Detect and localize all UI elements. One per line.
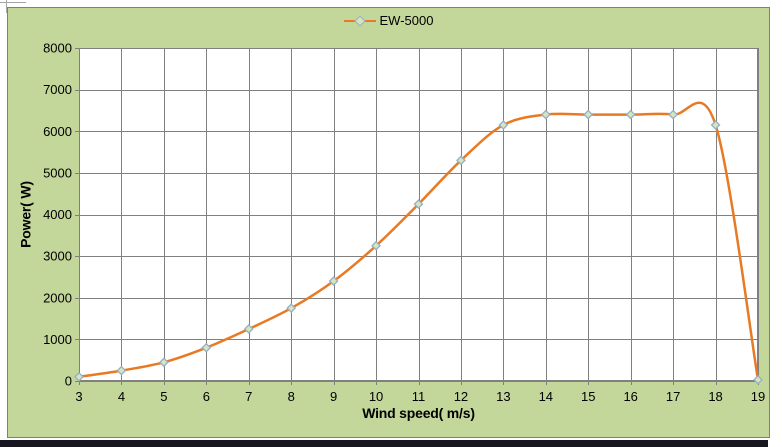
legend-series-line bbox=[343, 14, 376, 27]
cell-border-artifact-horizontal bbox=[0, 2, 26, 3]
window-edge-bar bbox=[0, 440, 768, 447]
chart-area[interactable] bbox=[7, 7, 770, 438]
legend-series-label: EW-5000 bbox=[379, 13, 434, 28]
legend[interactable]: EW-5000 bbox=[7, 13, 770, 28]
y-axis-title: Power( W) bbox=[17, 181, 34, 248]
legend-diamond-marker-icon bbox=[353, 14, 366, 27]
x-axis-title: Wind speed( m/s) bbox=[362, 405, 475, 421]
cell-border-artifact-vertical bbox=[6, 0, 7, 13]
